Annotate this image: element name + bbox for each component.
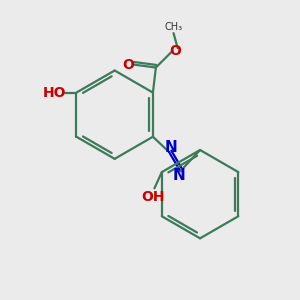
Text: O: O <box>122 58 134 72</box>
Text: CH₃: CH₃ <box>164 22 183 32</box>
Text: N: N <box>172 168 185 183</box>
Text: N: N <box>164 140 177 155</box>
Text: HO: HO <box>43 85 66 100</box>
Text: OH: OH <box>141 190 165 204</box>
Text: O: O <box>170 44 182 58</box>
